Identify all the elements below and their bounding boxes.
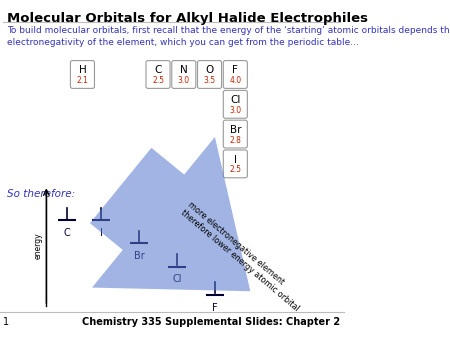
FancyBboxPatch shape [223,120,248,148]
Text: 3.0: 3.0 [178,76,190,85]
Text: 2.8: 2.8 [230,136,241,145]
FancyBboxPatch shape [70,61,94,89]
Text: I: I [234,154,237,165]
Text: 4.0: 4.0 [229,76,241,85]
Text: Chemistry 335 Supplemental Slides: Chapter 2: Chemistry 335 Supplemental Slides: Chapt… [82,317,340,327]
Text: So therefore:: So therefore: [7,189,75,199]
Text: F: F [232,65,238,75]
FancyBboxPatch shape [146,61,170,89]
Text: more electronegative element
therefore lower energy atomic orbital: more electronegative element therefore l… [179,200,307,313]
FancyBboxPatch shape [223,61,248,89]
Text: Molecular Orbitals for Alkyl Halide Electrophiles: Molecular Orbitals for Alkyl Halide Elec… [7,11,368,25]
FancyBboxPatch shape [223,150,248,178]
Text: To build molecular orbitals, first recall that the energy of the ‘starting’ atom: To build molecular orbitals, first recal… [7,26,450,47]
Text: N: N [180,65,188,75]
Text: C: C [154,65,162,75]
Text: F: F [212,303,217,313]
Text: H: H [79,65,86,75]
Text: Cl: Cl [230,95,240,105]
Text: Br: Br [134,251,144,261]
Text: 2.1: 2.1 [76,76,88,85]
Text: O: O [206,65,214,75]
Text: Br: Br [230,125,241,135]
Text: 3.0: 3.0 [229,106,241,115]
FancyBboxPatch shape [198,61,221,89]
Text: Cl: Cl [172,274,182,285]
Text: energy: energy [34,233,43,259]
Text: I: I [100,228,103,238]
Text: 1: 1 [4,317,9,327]
Text: 2.5: 2.5 [152,76,164,85]
Text: C: C [63,228,70,238]
Text: 3.5: 3.5 [203,76,216,85]
FancyBboxPatch shape [223,90,248,118]
FancyBboxPatch shape [172,61,196,89]
Text: 2.5: 2.5 [230,165,241,174]
